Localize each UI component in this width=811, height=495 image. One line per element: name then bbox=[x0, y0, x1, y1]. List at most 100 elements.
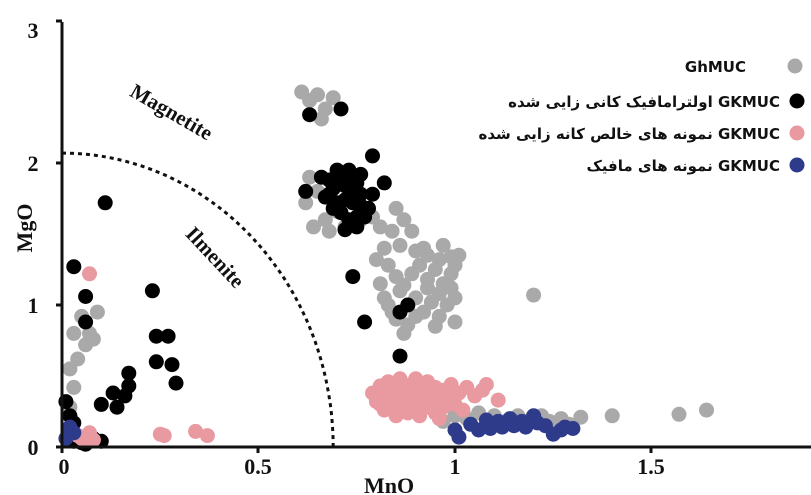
data-point-pure-ore bbox=[82, 266, 97, 282]
data-point-ultramafic bbox=[78, 314, 94, 330]
data-point-ghmuc bbox=[376, 240, 392, 256]
data-point-ultramafic bbox=[376, 175, 392, 191]
legend-item-ultramafic: اولترامافیک کانی زایی شده GKMUC bbox=[508, 93, 805, 111]
data-point-ghmuc bbox=[416, 240, 432, 256]
data-point-pure-ore bbox=[392, 371, 408, 387]
data-point-ghmuc bbox=[325, 90, 341, 106]
legend-label-ghmuc: GhMUC bbox=[685, 58, 746, 76]
x-tick-label-1: 1 bbox=[450, 454, 461, 479]
data-point-ultramafic bbox=[302, 107, 318, 123]
data-point-ultramafic bbox=[66, 259, 82, 275]
data-point-ghmuc bbox=[372, 219, 388, 235]
data-point-ultramafic bbox=[337, 222, 353, 238]
data-point-mafic bbox=[518, 419, 534, 435]
legend-item-mafic: نمونه های مافیک GKMUC bbox=[586, 157, 805, 175]
data-point-ghmuc bbox=[89, 304, 105, 320]
data-point-ghmuc bbox=[699, 402, 714, 418]
data-point-ghmuc bbox=[420, 280, 435, 296]
data-point-ultramafic bbox=[93, 396, 109, 412]
data-point-ultramafic bbox=[97, 195, 113, 211]
data-point-ultramafic bbox=[333, 101, 349, 117]
data-point-ghmuc bbox=[313, 111, 329, 127]
data-point-pure-ore bbox=[85, 432, 101, 448]
data-point-ultramafic bbox=[400, 297, 416, 313]
data-point-ghmuc bbox=[412, 257, 428, 273]
data-point-ghmuc bbox=[573, 409, 589, 425]
data-point-ghmuc bbox=[447, 257, 463, 273]
data-point-ghmuc bbox=[431, 286, 447, 302]
data-point-pure-ore bbox=[455, 402, 471, 418]
data-point-mafic bbox=[565, 421, 581, 436]
data-point-ultramafic bbox=[298, 183, 314, 199]
data-point-ghmuc bbox=[298, 195, 314, 211]
data-point-ghmuc bbox=[427, 262, 443, 277]
data-point-ghmuc bbox=[671, 406, 687, 422]
data-point-pure-ore bbox=[156, 428, 172, 444]
data-point-ghmuc bbox=[392, 283, 408, 299]
data-point-ultramafic bbox=[105, 385, 121, 401]
y-axis-title: MgO bbox=[12, 204, 37, 253]
data-point-pure-ore bbox=[478, 377, 494, 392]
data-point-ghmuc bbox=[388, 200, 404, 216]
data-point-ultramafic bbox=[365, 186, 380, 202]
series-pure-ore bbox=[62, 266, 506, 448]
data-point-ghmuc bbox=[427, 318, 443, 334]
data-point-pure-ore bbox=[431, 411, 447, 427]
data-point-ghmuc bbox=[368, 252, 384, 268]
y-tick-label-1: 1 bbox=[28, 293, 39, 318]
data-point-ghmuc bbox=[66, 325, 82, 341]
data-point-ghmuc bbox=[396, 325, 412, 341]
data-point-ultramafic bbox=[121, 365, 137, 381]
data-point-pure-ore bbox=[490, 392, 506, 408]
magnetite-label: Magnetite bbox=[126, 79, 217, 145]
data-point-ghmuc bbox=[302, 169, 318, 185]
data-point-ultramafic bbox=[357, 209, 373, 225]
data-point-ghmuc bbox=[380, 257, 396, 273]
data-point-pure-ore bbox=[188, 423, 204, 439]
data-point-ultramafic bbox=[78, 289, 94, 304]
data-point-ultramafic bbox=[321, 186, 337, 202]
y-tick-label-3: 3 bbox=[28, 18, 39, 43]
points-layer bbox=[58, 84, 714, 452]
data-point-ghmuc bbox=[321, 223, 337, 239]
data-point-ghmuc bbox=[526, 287, 542, 303]
data-point-ultramafic bbox=[109, 399, 125, 415]
data-point-ghmuc bbox=[447, 314, 463, 330]
data-point-ghmuc bbox=[408, 308, 424, 324]
data-point-ultramafic bbox=[144, 283, 160, 299]
data-point-ultramafic bbox=[148, 328, 164, 344]
x-axis-title: MnO bbox=[364, 473, 414, 495]
data-point-ghmuc bbox=[384, 223, 400, 239]
data-point-ultramafic bbox=[345, 269, 361, 285]
data-point-pure-ore bbox=[435, 399, 451, 415]
data-point-ghmuc bbox=[310, 87, 325, 103]
boundary-curve bbox=[61, 151, 335, 448]
x-tick-label-0: 0 bbox=[59, 454, 70, 479]
legend-item-pure-ore: نمونه های خالص کانه زایی شده GKMUC bbox=[479, 125, 805, 143]
data-point-ghmuc bbox=[435, 237, 451, 253]
data-point-ultramafic bbox=[148, 354, 164, 370]
series-ultramafic bbox=[58, 101, 416, 452]
data-point-ultramafic bbox=[168, 375, 184, 391]
data-point-ghmuc bbox=[372, 276, 388, 292]
data-point-ultramafic bbox=[357, 314, 373, 330]
data-point-ghmuc bbox=[66, 379, 82, 395]
data-point-ultramafic bbox=[392, 348, 408, 364]
data-point-ghmuc bbox=[317, 212, 333, 228]
legend-swatch-ghmuc bbox=[787, 58, 803, 74]
legend-swatch-pure-ore bbox=[789, 125, 805, 141]
legend: GhMUC اولترامافیک کانی زایی شده GKMUC نم… bbox=[479, 58, 805, 175]
data-point-ghmuc bbox=[380, 297, 396, 313]
legend-swatch-ultramafic bbox=[789, 93, 805, 109]
data-point-ultramafic bbox=[164, 357, 180, 373]
data-point-pure-ore bbox=[199, 428, 215, 444]
data-point-ultramafic bbox=[365, 148, 380, 164]
data-point-ghmuc bbox=[443, 280, 459, 296]
data-point-ghmuc bbox=[604, 408, 620, 424]
legend-label-pure-ore: نمونه های خالص کانه زایی شده GKMUC bbox=[479, 125, 780, 143]
ilmenite-label: Ilmenite bbox=[181, 222, 249, 293]
data-point-ultramafic bbox=[353, 166, 369, 182]
data-point-ultramafic bbox=[341, 162, 357, 178]
data-point-ultramafic bbox=[121, 378, 137, 394]
